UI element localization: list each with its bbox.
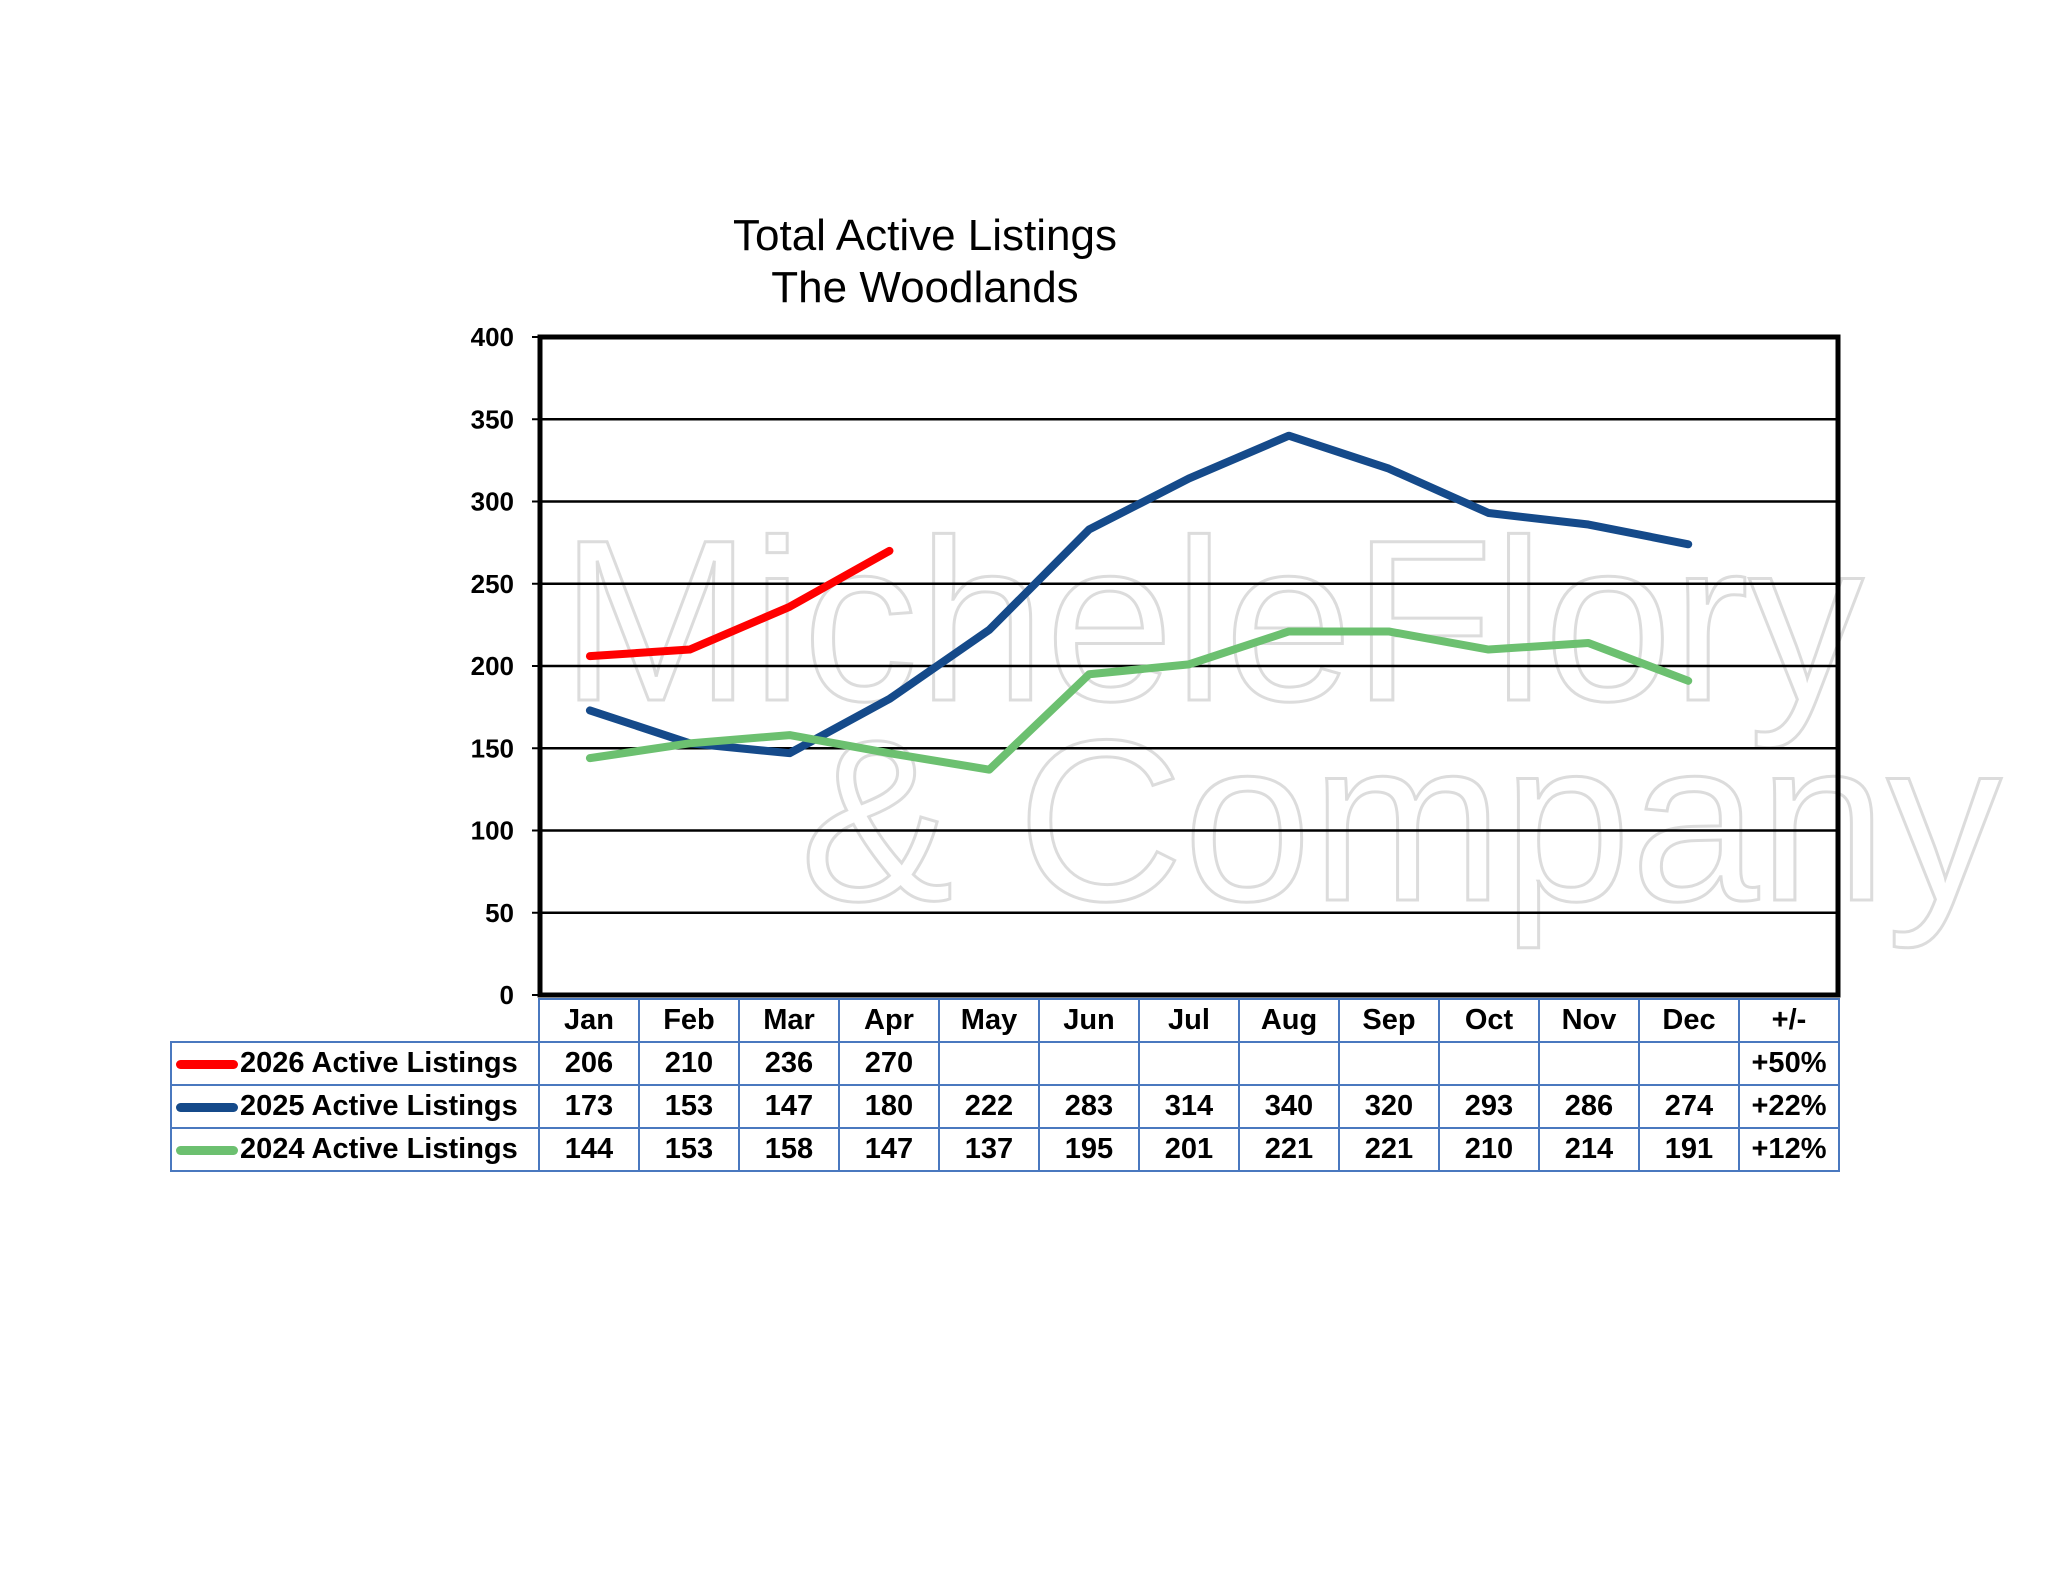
legend-swatch-icon	[176, 1145, 238, 1155]
table-cell: 206	[538, 1041, 640, 1086]
table-cell: 340	[1238, 1084, 1340, 1129]
table-cell: 210	[638, 1041, 740, 1086]
table-cell: 286	[1538, 1084, 1640, 1129]
table-cell: 147	[838, 1127, 940, 1172]
table-cell	[1438, 1041, 1540, 1086]
table-cell	[938, 1041, 1040, 1086]
legend-label: 2025 Active Listings	[240, 1090, 518, 1122]
table-cell: 144	[538, 1127, 640, 1172]
legend-label: 2026 Active Listings	[240, 1047, 518, 1079]
table-cell: 214	[1538, 1127, 1640, 1172]
y-tick-label: 50	[485, 898, 514, 928]
legend-label: 2024 Active Listings	[240, 1133, 518, 1165]
series-line-2025	[585, 431, 1693, 758]
table-cell: 180	[838, 1084, 940, 1129]
table-cell	[1638, 1041, 1740, 1086]
legend-swatch-icon	[176, 1102, 238, 1112]
table-row: 2026 Active Listings 206 210 236 270 +50%	[170, 1041, 1840, 1086]
table-cell	[1238, 1041, 1340, 1086]
table-cell: 314	[1138, 1084, 1240, 1129]
x-tick-label: +/-	[1738, 998, 1840, 1043]
table-cell: 222	[938, 1084, 1040, 1129]
table-cell: 320	[1338, 1084, 1440, 1129]
x-tick-label: Apr	[838, 998, 940, 1043]
plot-border	[537, 334, 1841, 998]
x-tick-label: Aug	[1238, 998, 1340, 1043]
table-cell: 173	[538, 1084, 640, 1129]
watermark-text: & Company	[800, 692, 2002, 949]
y-tick-label: 150	[471, 733, 514, 763]
legend-swatch-icon	[176, 1059, 238, 1069]
table-cell: 274	[1638, 1084, 1740, 1129]
x-tick-label: Sep	[1338, 998, 1440, 1043]
x-tick-label: Dec	[1638, 998, 1740, 1043]
chart-title: Total Active Listings The Woodlands	[620, 210, 1230, 314]
x-tick-label: Jun	[1038, 998, 1140, 1043]
table-cell: 147	[738, 1084, 840, 1129]
y-tick-label: 250	[471, 569, 514, 599]
x-tick-label: Oct	[1438, 998, 1540, 1043]
table-cell: 221	[1238, 1127, 1340, 1172]
x-tick-label: Jul	[1138, 998, 1240, 1043]
table-cell: 201	[1138, 1127, 1240, 1172]
y-tick-label: 100	[471, 816, 514, 846]
table-cell: 210	[1438, 1127, 1540, 1172]
table-cell: 270	[838, 1041, 940, 1086]
table-cell	[1138, 1041, 1240, 1086]
table-cell: 137	[938, 1127, 1040, 1172]
table-cell: +22%	[1738, 1084, 1840, 1129]
x-tick-label: Mar	[738, 998, 840, 1043]
y-tick-label: 350	[471, 404, 514, 434]
x-tick-label: Feb	[638, 998, 740, 1043]
table-cell: +12%	[1738, 1127, 1840, 1172]
data-table: Jan Feb Mar Apr May Jun Jul Aug Sep Oct Nov Dec +/- 2…	[170, 998, 1840, 1172]
table-cell: 293	[1438, 1084, 1540, 1129]
chart-title-main: Total Active Listings	[733, 211, 1117, 260]
table-cell: 153	[638, 1084, 740, 1129]
table-cell: 195	[1038, 1127, 1140, 1172]
table-cell	[1338, 1041, 1440, 1086]
table-cell: 283	[1038, 1084, 1140, 1129]
table-cell: 153	[638, 1127, 740, 1172]
x-tick-label: Nov	[1538, 998, 1640, 1043]
series-line-2024	[585, 627, 1693, 774]
table-cell: 191	[1638, 1127, 1740, 1172]
y-tick-label: 200	[471, 651, 514, 681]
x-tick-label: May	[938, 998, 1040, 1043]
table-row: 2025 Active Listings 173 153 147 180 222 283 31…	[170, 1084, 1840, 1129]
legend-entry: 2024 Active Listings	[170, 1127, 540, 1172]
table-corner	[171, 999, 539, 1043]
table-header-row: Jan Feb Mar Apr May Jun Jul Aug Sep Oct Nov Dec +/-	[171, 998, 1840, 1043]
y-tick-label: 400	[471, 322, 514, 352]
table-cell	[1538, 1041, 1640, 1086]
series-line-2026	[585, 546, 894, 661]
legend-entry: 2025 Active Listings	[170, 1084, 540, 1129]
table-row: 2024 Active Listings 144 153 158 147 137 195 20…	[170, 1127, 1840, 1172]
table-cell: 236	[738, 1041, 840, 1086]
x-tick-label: Jan	[538, 998, 640, 1043]
table-cell: 221	[1338, 1127, 1440, 1172]
table-cell: 158	[738, 1127, 840, 1172]
y-tick-label: 300	[471, 487, 514, 517]
table-cell	[1038, 1041, 1140, 1086]
legend-entry: 2026 Active Listings	[170, 1041, 540, 1086]
chart-subtitle: The Woodlands	[771, 263, 1079, 312]
table-cell: +50%	[1738, 1041, 1840, 1086]
